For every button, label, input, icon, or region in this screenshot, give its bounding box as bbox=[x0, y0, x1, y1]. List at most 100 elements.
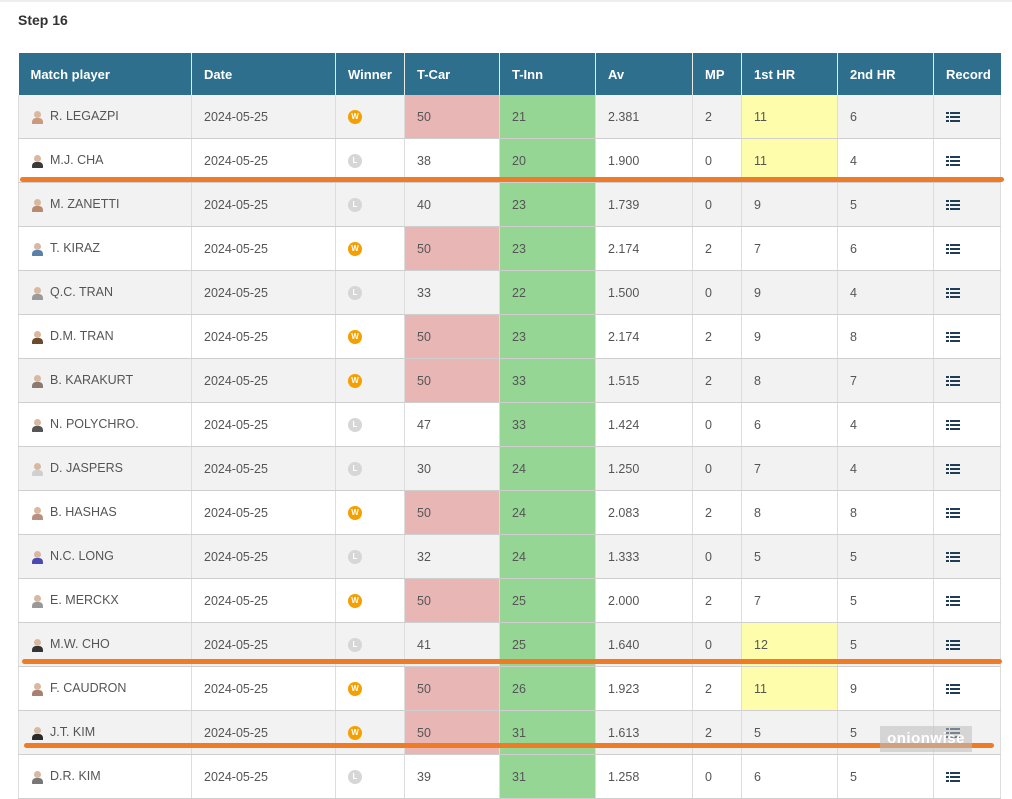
t-car-cell: 33 bbox=[404, 270, 500, 315]
record-list-icon[interactable] bbox=[946, 243, 960, 255]
player-cell: D.R. KIM bbox=[18, 754, 192, 799]
t-car-cell: 40 bbox=[404, 182, 500, 227]
col-header-date[interactable]: Date bbox=[191, 53, 336, 95]
hr2-cell: 4 bbox=[837, 402, 934, 447]
player-cell: N.C. LONG bbox=[18, 534, 192, 579]
hr2-cell: 4 bbox=[837, 270, 934, 315]
player-name[interactable]: D.R. KIM bbox=[50, 769, 101, 784]
t-car-cell: 50 bbox=[404, 226, 500, 271]
date-cell: 2024-05-25 bbox=[191, 95, 336, 139]
t-car-cell: 50 bbox=[404, 95, 500, 139]
winner-badge-icon: W bbox=[348, 241, 362, 256]
player-name[interactable]: E. MERCKX bbox=[50, 593, 119, 608]
record-list-icon[interactable] bbox=[946, 111, 960, 123]
player-name[interactable]: N. POLYCHRO. bbox=[50, 417, 139, 432]
winner-cell: L bbox=[335, 534, 405, 579]
mp-cell: 0 bbox=[692, 754, 742, 799]
record-list-icon[interactable] bbox=[946, 507, 960, 519]
record-cell bbox=[933, 226, 1001, 271]
player-name[interactable]: D.M. TRAN bbox=[50, 329, 114, 344]
player-name[interactable]: F. CAUDRON bbox=[50, 681, 127, 696]
hr2-cell: 4 bbox=[837, 446, 934, 491]
player-name[interactable]: M.J. CHA bbox=[50, 153, 104, 168]
table-row: E. MERCKX 2024-05-25 W 50 25 2.000 2 7 5 bbox=[18, 578, 1001, 623]
player-avatar-icon bbox=[31, 110, 44, 124]
av-cell: 1.424 bbox=[595, 402, 693, 447]
t-inn-cell: 33 bbox=[499, 402, 596, 447]
col-header-1st-hr[interactable]: 1st HR bbox=[741, 53, 838, 95]
record-list-icon[interactable] bbox=[946, 155, 960, 167]
hr1-cell: 6 bbox=[741, 754, 838, 799]
winner-cell: L bbox=[335, 446, 405, 491]
record-list-icon[interactable] bbox=[946, 419, 960, 431]
record-list-icon[interactable] bbox=[946, 331, 960, 343]
top-border bbox=[0, 0, 1012, 2]
player-name[interactable]: T. KIRAZ bbox=[50, 241, 101, 256]
player-avatar-icon bbox=[31, 682, 44, 696]
player-name[interactable]: N.C. LONG bbox=[50, 549, 114, 564]
av-cell: 1.923 bbox=[595, 666, 693, 711]
loser-badge-icon: L bbox=[348, 197, 362, 212]
t-inn-cell: 23 bbox=[499, 226, 596, 271]
table-row: D. JASPERS 2024-05-25 L 30 24 1.250 0 7 … bbox=[18, 446, 1001, 491]
mp-cell: 2 bbox=[692, 666, 742, 711]
mp-cell: 0 bbox=[692, 182, 742, 227]
table-row: T. KIRAZ 2024-05-25 W 50 23 2.174 2 7 6 bbox=[18, 226, 1001, 271]
record-cell bbox=[933, 270, 1001, 315]
date-cell: 2024-05-25 bbox=[191, 578, 336, 623]
player-avatar-icon bbox=[31, 770, 44, 784]
hr2-cell: 8 bbox=[837, 490, 934, 535]
player-name[interactable]: M. ZANETTI bbox=[50, 197, 120, 212]
loser-badge-icon: L bbox=[348, 549, 362, 564]
record-list-icon[interactable] bbox=[946, 639, 960, 651]
col-header-record[interactable]: Record bbox=[933, 53, 1001, 95]
av-cell: 1.515 bbox=[595, 358, 693, 403]
record-list-icon[interactable] bbox=[946, 199, 960, 211]
date-cell: 2024-05-25 bbox=[191, 534, 336, 579]
col-header-t-car[interactable]: T-Car bbox=[404, 53, 500, 95]
table-row: Q.C. TRAN 2024-05-25 L 33 22 1.500 0 9 4 bbox=[18, 270, 1001, 315]
player-name[interactable]: R. LEGAZPI bbox=[50, 109, 119, 124]
player-name[interactable]: M.W. CHO bbox=[50, 637, 110, 652]
player-cell: F. CAUDRON bbox=[18, 666, 192, 711]
winner-cell: L bbox=[335, 402, 405, 447]
col-header-t-inn[interactable]: T-Inn bbox=[499, 53, 596, 95]
player-avatar-icon bbox=[31, 198, 44, 212]
hr2-cell: 9 bbox=[837, 666, 934, 711]
hr1-cell: 7 bbox=[741, 226, 838, 271]
hr1-cell: 9 bbox=[741, 270, 838, 315]
record-list-icon[interactable] bbox=[946, 683, 960, 695]
table-row: R. LEGAZPI 2024-05-25 W 50 21 2.381 2 11… bbox=[18, 95, 1001, 139]
winner-cell: W bbox=[335, 578, 405, 623]
av-cell: 1.333 bbox=[595, 534, 693, 579]
mp-cell: 0 bbox=[692, 270, 742, 315]
col-header-match-player[interactable]: Match player bbox=[18, 53, 192, 95]
player-name[interactable]: D. JASPERS bbox=[50, 461, 123, 476]
col-header-winner[interactable]: Winner bbox=[335, 53, 405, 95]
record-list-icon[interactable] bbox=[946, 463, 960, 475]
player-name[interactable]: B. KARAKURT bbox=[50, 373, 134, 388]
col-header-mp[interactable]: MP bbox=[692, 53, 742, 95]
date-cell: 2024-05-25 bbox=[191, 358, 336, 403]
record-list-icon[interactable] bbox=[946, 551, 960, 563]
hr1-cell: 11 bbox=[741, 666, 838, 711]
record-cell bbox=[933, 754, 1001, 799]
player-name[interactable]: B. HASHAS bbox=[50, 505, 117, 520]
col-header-av[interactable]: Av bbox=[595, 53, 693, 95]
player-name[interactable]: Q.C. TRAN bbox=[50, 285, 113, 300]
t-inn-cell: 24 bbox=[499, 446, 596, 491]
mp-cell: 2 bbox=[692, 95, 742, 139]
hr1-cell: 6 bbox=[741, 402, 838, 447]
t-car-cell: 50 bbox=[404, 578, 500, 623]
col-header-2nd-hr[interactable]: 2nd HR bbox=[837, 53, 934, 95]
winner-cell: L bbox=[335, 138, 405, 183]
winner-badge-icon: W bbox=[348, 329, 362, 344]
t-car-cell: 50 bbox=[404, 666, 500, 711]
record-list-icon[interactable] bbox=[946, 595, 960, 607]
player-name[interactable]: J.T. KIM bbox=[50, 725, 96, 740]
record-list-icon[interactable] bbox=[946, 287, 960, 299]
record-list-icon[interactable] bbox=[946, 771, 960, 783]
results-table: Match player Date Winner T-Car T-Inn Av … bbox=[18, 53, 1001, 799]
mp-cell: 2 bbox=[692, 358, 742, 403]
record-list-icon[interactable] bbox=[946, 375, 960, 387]
